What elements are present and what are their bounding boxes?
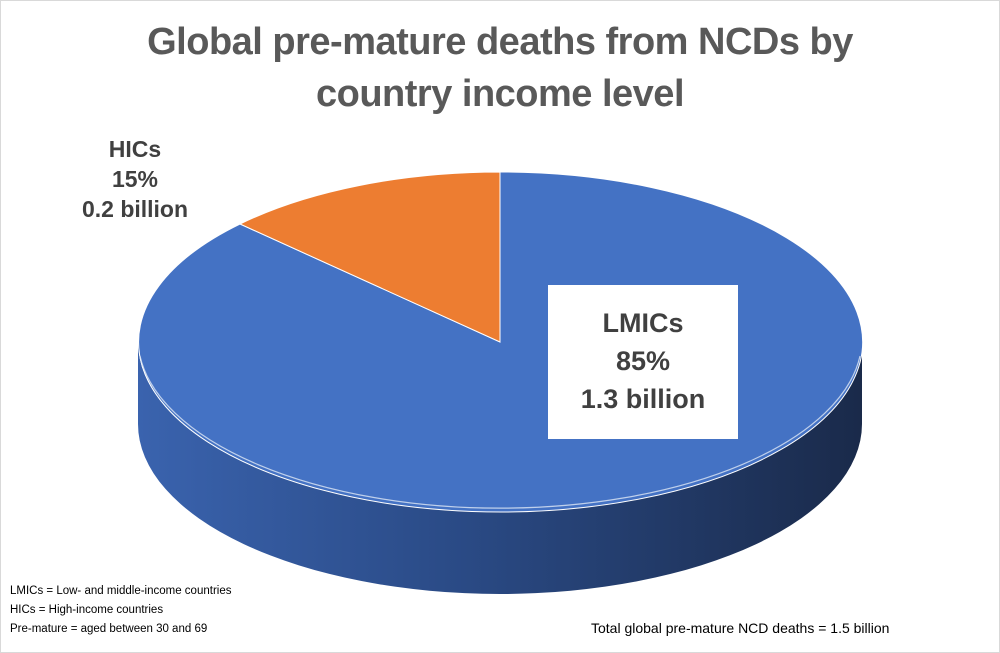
footnote-hics: HICs = High-income countries [10,604,164,616]
pie-rim-highlight [139,355,861,509]
lmics-value: 1.3 billion [580,384,706,414]
hics-name: HICs [108,136,162,162]
data-label-hics: HICs 15% 0.2 billion [70,134,200,224]
data-label-lmics: LMICs 85% 1.3 billion [548,285,738,439]
pie-side-wall [138,342,862,594]
hics-value: 0.2 billion [81,196,189,222]
footnotes: LMICs = Low- and middle-income countries… [10,582,231,639]
chart-title-line-1: Global pre-mature deaths from NCDs by [147,21,853,63]
hics-percent: 15% [111,166,159,192]
total-annotation: Total global pre-mature NCD deaths = 1.5… [591,620,890,636]
footnote-lmics: LMICs = Low- and middle-income countries [10,585,232,597]
lmics-name: LMICs [602,308,684,338]
footnote-premature: Pre-mature = aged between 30 and 69 [10,623,208,635]
slice-hics[interactable] [238,171,501,343]
chart-title-line-2: country income level [315,73,685,115]
chart-title: Global pre-mature deaths from NCDs by co… [0,16,1000,120]
lmics-percent: 85% [615,346,671,376]
